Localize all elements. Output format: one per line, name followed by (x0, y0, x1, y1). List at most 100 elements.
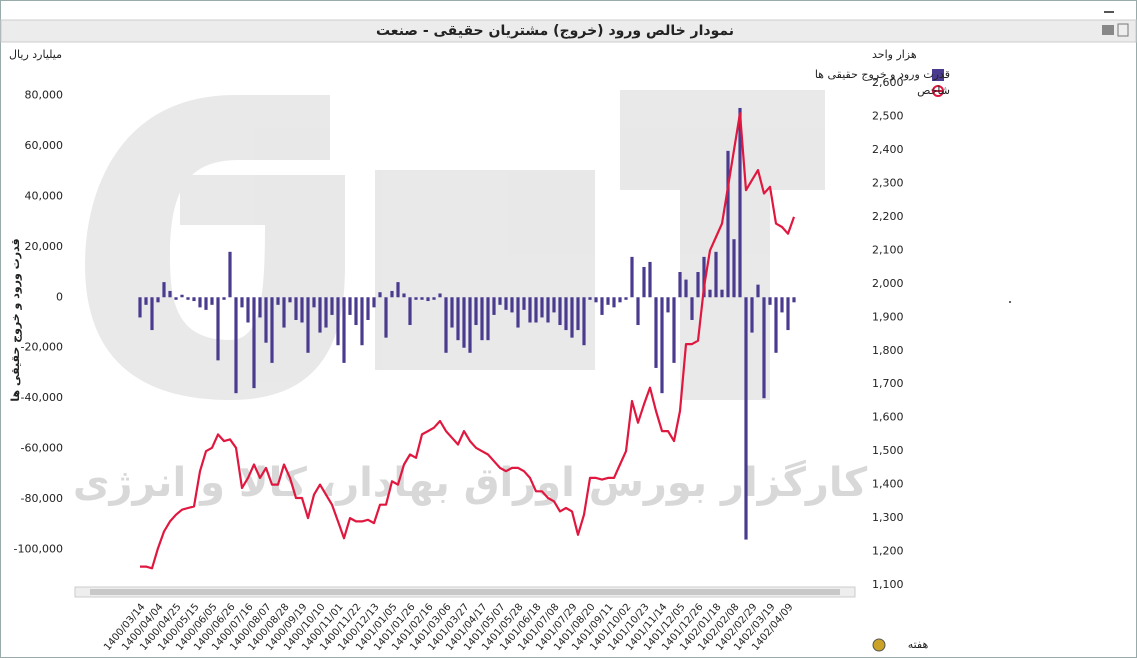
y-tick-label: 80,000 (25, 88, 64, 101)
zoom-button[interactable] (872, 638, 886, 652)
bar (474, 297, 478, 326)
bar (732, 239, 736, 298)
y-tick-label: -20,000 (21, 341, 63, 354)
y-tick-label: -100,000 (14, 543, 63, 556)
bar (564, 297, 568, 331)
bar (600, 297, 604, 315)
y2-tick-label: 2,100 (872, 243, 904, 256)
export-button[interactable] (1117, 23, 1129, 37)
title-bar (0, 19, 1137, 43)
bar (252, 297, 256, 389)
bar (624, 297, 628, 300)
bar (594, 297, 598, 303)
watermark-logo (85, 90, 825, 400)
print-button[interactable] (1102, 25, 1114, 35)
bar (660, 297, 664, 394)
bar (432, 297, 436, 300)
bar (588, 297, 592, 300)
bar (540, 297, 544, 318)
legend-swatch (932, 69, 944, 81)
bar (186, 297, 190, 300)
y2-tick-label: 1,500 (872, 444, 904, 457)
bar (366, 297, 370, 320)
y2-tick-label: 2,600 (872, 76, 904, 89)
bar (690, 297, 694, 320)
bar (480, 297, 484, 341)
bar (288, 297, 292, 303)
bar (204, 297, 208, 310)
bar (774, 297, 778, 353)
y2-tick-label: 1,100 (872, 578, 904, 591)
bar (396, 282, 400, 298)
bar (492, 297, 496, 315)
bar (174, 297, 178, 300)
bar (510, 297, 514, 313)
bar (744, 297, 748, 540)
watermark-shape (85, 95, 345, 400)
y2-tick-label: 2,000 (872, 277, 904, 290)
bar (342, 297, 346, 363)
bar (714, 251, 718, 298)
watermark-shape (620, 90, 825, 190)
bar (150, 297, 154, 331)
bar (654, 297, 658, 368)
bar (444, 297, 448, 353)
bar (420, 297, 424, 300)
bar (756, 284, 760, 298)
bar (270, 297, 274, 363)
bar (546, 297, 550, 323)
bar (312, 297, 316, 308)
bar (330, 297, 334, 315)
bar (210, 297, 214, 305)
bar (306, 297, 310, 353)
line (140, 112, 796, 570)
bar (390, 290, 394, 298)
y2-tick-label: 2,500 (872, 110, 904, 123)
bar (666, 297, 670, 313)
bar (234, 297, 238, 394)
bar (138, 297, 142, 318)
y2-tick-label: 1,900 (872, 310, 904, 323)
y-tick-label: 20,000 (25, 240, 64, 253)
bar (558, 297, 562, 326)
bar (462, 297, 466, 348)
bar (354, 297, 358, 326)
minimize-button[interactable] (1104, 11, 1114, 13)
bar (648, 261, 652, 298)
bar (786, 297, 790, 331)
bar (426, 297, 430, 302)
y-tick-label: 40,000 (25, 189, 64, 202)
bar (486, 297, 490, 341)
bar (168, 290, 172, 298)
y-axis-title: قدرت ورود و خروج حقیقی ها (9, 238, 23, 401)
bar (240, 297, 244, 308)
bar (264, 297, 268, 343)
bar (534, 297, 538, 323)
bar (738, 107, 742, 298)
watermark-text: کارگزار بورس اوراق بهادار، کالا و انرژی (73, 459, 868, 506)
y2-tick-label: 1,600 (872, 411, 904, 424)
scrollbar-thumb[interactable] (90, 589, 840, 595)
legend-label: شاخص (917, 84, 950, 97)
bar (516, 297, 520, 328)
bar (708, 289, 712, 298)
bar (576, 297, 580, 331)
y-tick-label: -40,000 (21, 391, 63, 404)
bar (360, 297, 364, 346)
y2-unit: هزار واحد (872, 48, 917, 61)
bar (378, 292, 382, 298)
bar (522, 297, 526, 310)
y-tick-label: -60,000 (21, 442, 63, 455)
y2-tick-label: 2,300 (872, 176, 904, 189)
bar (336, 297, 340, 346)
bar (672, 297, 676, 363)
bar (324, 297, 328, 328)
bar (318, 297, 322, 333)
bar (228, 251, 232, 298)
bar (582, 297, 586, 346)
legend-label: قدرت ورود و خروج حقیقی ها (815, 68, 950, 81)
y2-tick-label: 1,200 (872, 545, 904, 558)
y2-tick-label: 2,200 (872, 210, 904, 223)
bar (792, 297, 796, 303)
bar (642, 266, 646, 298)
